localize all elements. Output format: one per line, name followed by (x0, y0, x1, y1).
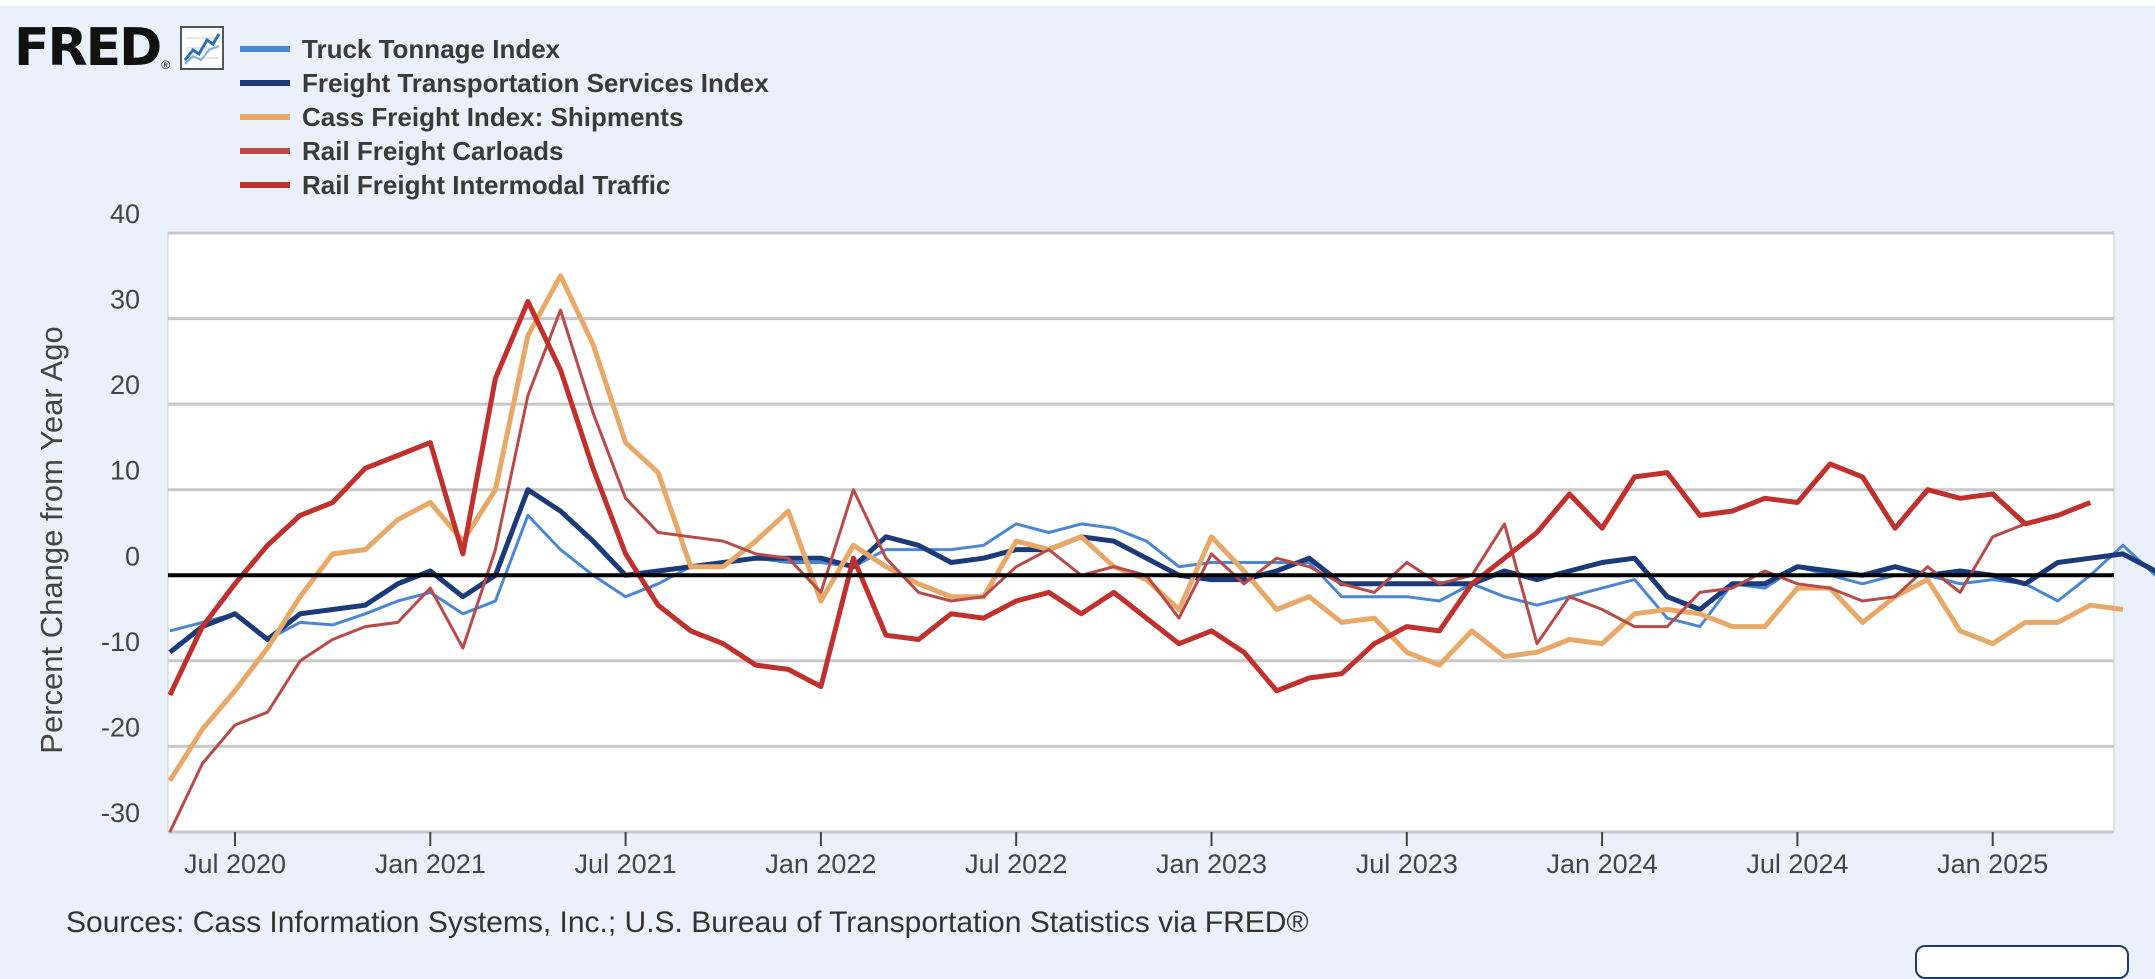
x-tick-label: Jul 2023 (1356, 849, 1458, 879)
y-tick-label: -10 (101, 627, 140, 657)
legend-label: Rail Freight Intermodal Traffic (302, 169, 671, 200)
y-tick-label: 40 (110, 199, 140, 229)
x-tick-label: Jul 2020 (184, 849, 286, 879)
edit-graph-button[interactable] (1915, 945, 2129, 979)
x-tick-label: Jul 2021 (575, 849, 677, 879)
chart-legend: Truck Tonnage Index Freight Transportati… (240, 32, 769, 202)
plot-area (167, 232, 2115, 833)
legend-swatch (240, 148, 290, 154)
x-tick-label: Jul 2024 (1746, 849, 1848, 879)
fred-logo[interactable]: FRED ® (14, 18, 225, 82)
x-tick-label: Jan 2025 (1937, 849, 2048, 879)
source-note: Sources: Cass Information Systems, Inc.;… (66, 906, 1309, 939)
x-tick-label: Jan 2023 (1156, 849, 1267, 879)
series-line-3 (168, 308, 2026, 833)
legend-label: Rail Freight Carloads (302, 135, 564, 166)
legend-swatch (240, 114, 290, 120)
y-tick-label: 30 (110, 285, 140, 315)
legend-item-rail-intermodal[interactable]: Rail Freight Intermodal Traffic (240, 168, 769, 202)
legend-swatch (240, 46, 290, 52)
series-line-2 (167, 273, 2124, 783)
y-tick-label: 20 (110, 370, 140, 400)
legend-label: Cass Freight Index: Shipments (302, 101, 684, 132)
line-chart: 40 30 20 10 0 -10 -20 -30 Jul 2020 Jan 2021 Jul 20… (101, 199, 2155, 879)
x-tick-label: Jan 2024 (1547, 849, 1658, 879)
legend-item-rail-carloads[interactable]: Rail Freight Carloads (240, 134, 769, 168)
y-tick-label: 0 (125, 541, 140, 571)
y-tick-label: -20 (101, 712, 140, 742)
line-chart-icon (180, 26, 225, 75)
legend-item-cass-shipments[interactable]: Cass Freight Index: Shipments (240, 100, 769, 134)
legend-label: Freight Transportation Services Index (302, 67, 769, 98)
legend-swatch (240, 80, 290, 86)
legend-swatch (240, 182, 290, 188)
fred-logo-text: FRED (14, 18, 162, 78)
x-tick-label: Jan 2022 (765, 849, 876, 879)
registered-mark: ® (161, 58, 171, 72)
y-tick-label: 10 (110, 456, 140, 486)
x-tick-label: Jul 2022 (965, 849, 1067, 879)
legend-item-freight-services[interactable]: Freight Transportation Services Index (240, 66, 769, 100)
y-tick-label: -30 (101, 798, 140, 828)
x-tick-label: Jan 2021 (375, 849, 486, 879)
series-line-0 (169, 513, 2155, 641)
series-line-4 (167, 299, 2092, 697)
legend-item-truck-tonnage[interactable]: Truck Tonnage Index (240, 32, 769, 66)
legend-label: Truck Tonnage Index (302, 33, 561, 64)
